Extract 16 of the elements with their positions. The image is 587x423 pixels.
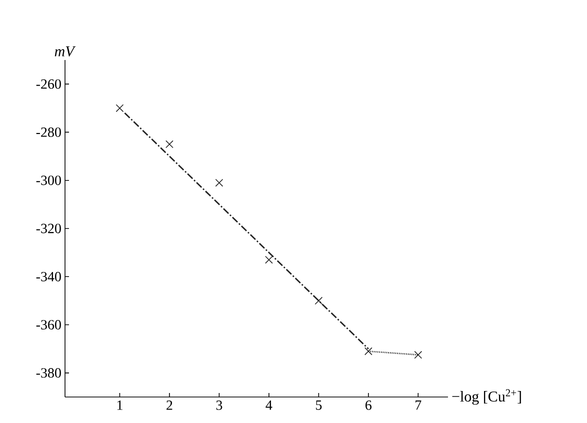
y-tick-label: -380	[36, 368, 61, 378]
x-tick-label: 3	[216, 400, 222, 410]
x-tick-label: 5	[316, 400, 322, 410]
y-axis-title: mV	[54, 46, 76, 56]
y-tick-label: -320	[36, 224, 61, 234]
x-tick-label: 6	[366, 400, 372, 410]
y-tick-label: -280	[36, 127, 61, 137]
x-tick-label: 1	[117, 400, 122, 410]
x-axis-title: −log [Cu$^{2+}$]	[452, 389, 521, 405]
x-tick-label: 2	[166, 400, 172, 410]
x-tick-label: 7	[416, 400, 422, 410]
y-tick-label: -340	[36, 272, 61, 282]
y-tick-label: -300	[36, 176, 61, 186]
y-tick-label: -360	[36, 320, 61, 330]
x-tick-label: 4	[266, 400, 272, 410]
y-tick-label: -260	[36, 79, 61, 89]
